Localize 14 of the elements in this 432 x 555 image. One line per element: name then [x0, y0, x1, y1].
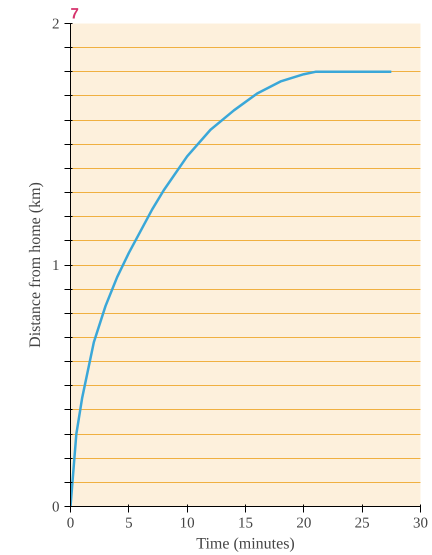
x-tick-label: 10 — [180, 516, 195, 532]
y-tick-label: 2 — [52, 16, 60, 32]
x-axis-title: Time (minutes) — [196, 536, 295, 552]
x-tick-label: 5 — [125, 516, 133, 532]
chart-title: 7 — [70, 6, 79, 22]
x-tick-label: 30 — [413, 516, 428, 532]
line-series — [70, 70, 393, 506]
y-axis-title: Distance from home (km) — [27, 182, 44, 348]
x-tick-label: 0 — [66, 516, 74, 532]
x-tick-label: 25 — [354, 516, 370, 532]
y-tick-label: 0 — [52, 500, 60, 516]
y-tick-label: 1 — [52, 258, 60, 274]
x-tick-label: 15 — [238, 516, 253, 532]
x-tick-label: 20 — [296, 516, 312, 532]
